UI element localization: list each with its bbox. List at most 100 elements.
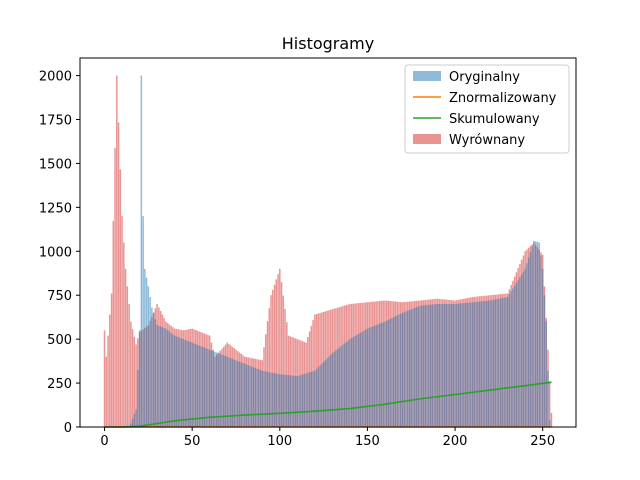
original-bar <box>282 374 285 427</box>
y-tick-label: 250 <box>47 377 72 392</box>
equalized-bar <box>117 122 120 427</box>
original-bar <box>408 309 411 427</box>
original-bar <box>457 303 460 427</box>
original-bar <box>184 339 186 427</box>
original-bar <box>319 365 321 427</box>
y-tick-label: 1250 <box>39 201 72 216</box>
original-bar <box>236 360 239 427</box>
original-bar <box>548 419 551 427</box>
original-bar <box>291 375 293 427</box>
original-bar <box>527 257 530 427</box>
original-bar <box>182 339 185 427</box>
original-bar <box>214 351 216 427</box>
original-bar <box>498 298 500 427</box>
original-bar <box>492 299 495 427</box>
original-bar <box>193 343 195 427</box>
y-tick-label: 2000 <box>39 70 72 85</box>
original-bar <box>317 367 320 427</box>
original-bar <box>224 356 227 427</box>
original-bar <box>366 328 369 427</box>
original-bar <box>508 294 511 427</box>
original-bar <box>533 240 535 427</box>
original-bar <box>522 271 525 427</box>
original-bar <box>364 329 367 427</box>
equalized-bar <box>107 335 109 427</box>
original-bar <box>137 369 139 427</box>
original-bar <box>456 303 458 427</box>
equalized-bar <box>548 381 551 427</box>
original-bar <box>222 355 225 427</box>
original-bar <box>186 340 188 427</box>
original-bar <box>428 304 430 427</box>
original-bar <box>431 304 434 427</box>
legend-swatch <box>413 71 441 81</box>
original-bar <box>380 322 383 427</box>
original-bar <box>426 305 428 427</box>
original-bar <box>484 301 486 427</box>
original-bar <box>519 277 521 427</box>
original-bar <box>275 373 278 427</box>
equalized-bar <box>550 412 553 427</box>
equalized-bar <box>116 75 118 428</box>
equalized-bar <box>121 216 123 427</box>
original-bar <box>515 282 518 427</box>
original-bar <box>385 320 388 427</box>
original-bar <box>247 365 249 427</box>
equalized-bar <box>277 274 279 427</box>
original-bar <box>419 305 421 427</box>
legend: Oryginalny Znormalizowany Skumulowany Wyrów… <box>404 64 570 154</box>
original-bar <box>517 280 519 427</box>
original-bar <box>266 371 269 427</box>
original-bar <box>270 372 272 427</box>
original-bar <box>452 304 455 427</box>
original-bar <box>536 241 539 427</box>
original-bar <box>301 374 304 427</box>
original-bar <box>391 318 393 427</box>
original-bar <box>293 375 295 427</box>
original-bar <box>329 354 332 427</box>
original-bar <box>168 331 171 427</box>
equalized-bar <box>284 308 286 427</box>
original-bar <box>512 288 514 427</box>
original-bar <box>210 350 213 427</box>
original-bar <box>494 299 497 427</box>
original-bar <box>387 319 390 427</box>
original-bar <box>466 302 469 427</box>
original-bar <box>189 341 192 427</box>
original-bar <box>450 304 453 427</box>
original-bar <box>487 300 490 427</box>
original-bar <box>354 335 356 427</box>
original-bar <box>461 303 463 427</box>
original-bar <box>336 348 339 427</box>
original-bar <box>163 327 165 427</box>
equalized-bar <box>105 356 108 427</box>
original-bar <box>215 352 218 427</box>
equalized-bar <box>282 295 285 427</box>
original-bar <box>151 307 153 427</box>
original-bar <box>147 286 150 427</box>
original-bar <box>440 304 442 427</box>
original-bar <box>534 241 537 427</box>
original-bar <box>399 313 402 427</box>
equalized-bar <box>279 268 281 427</box>
original-bar <box>277 373 279 427</box>
original-bar <box>324 360 327 427</box>
original-bar <box>279 374 281 427</box>
original-bar <box>322 361 325 427</box>
original-bar <box>261 370 264 427</box>
original-bar <box>471 302 474 427</box>
original-bar <box>356 334 358 427</box>
plot-frame <box>79 57 577 428</box>
y-tick-label: 1000 <box>39 245 72 260</box>
original-bar <box>284 374 286 427</box>
original-bar <box>368 327 370 427</box>
equalized-bar <box>123 242 125 427</box>
original-bar <box>436 304 439 427</box>
original-bar <box>378 323 381 427</box>
original-bar <box>321 363 323 427</box>
original-bar <box>231 358 234 427</box>
original-bar <box>429 304 432 427</box>
equalized-bar <box>270 295 272 427</box>
original-bar <box>287 375 290 427</box>
